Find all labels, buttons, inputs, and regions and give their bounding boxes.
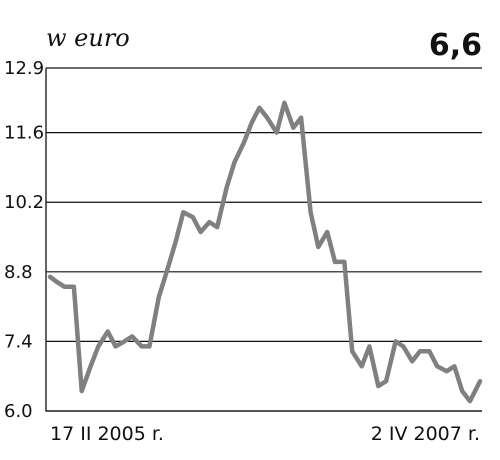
y-tick-label: 12.9 — [4, 58, 44, 79]
unit-label: w euro — [46, 24, 130, 52]
x-tick-label-end: 2 IV 2007 r. — [371, 423, 480, 445]
y-tick-label: 11.6 — [4, 123, 44, 144]
headline-value: 6,6 — [428, 28, 482, 63]
y-tick-label: 7.4 — [4, 331, 33, 352]
y-tick-label: 10.2 — [4, 192, 44, 213]
y-tick-label: 8.8 — [4, 262, 33, 283]
y-tick-label: 6.0 — [4, 401, 33, 422]
axis-frame — [45, 68, 482, 412]
series-line — [47, 100, 483, 404]
x-tick-label-start: 17 II 2005 r. — [50, 423, 164, 445]
